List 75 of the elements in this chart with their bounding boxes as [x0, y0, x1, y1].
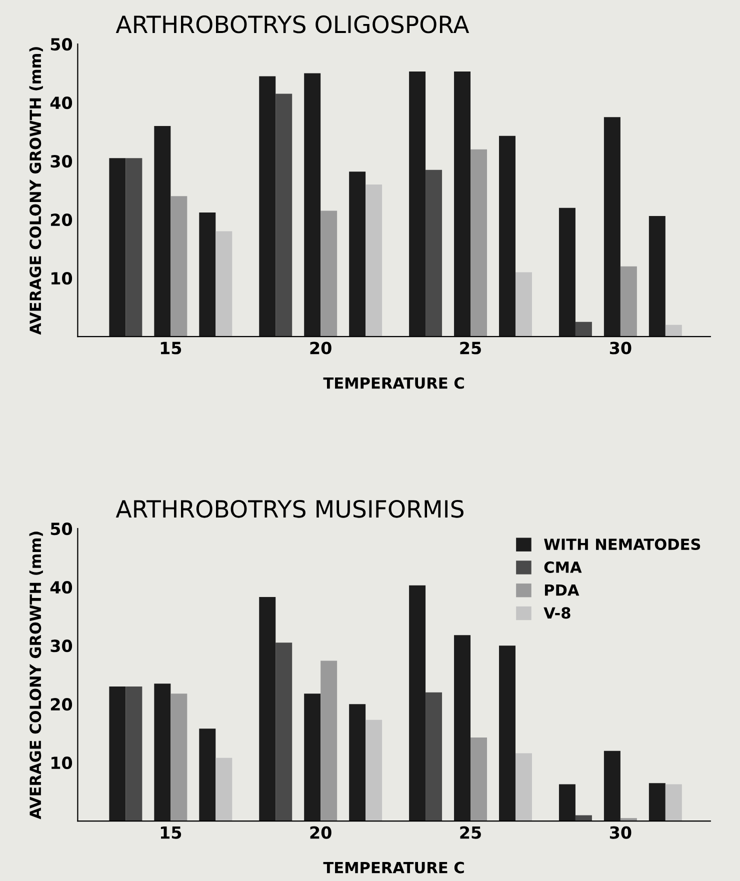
y-tick-label: 10 — [52, 272, 72, 285]
bar — [154, 126, 171, 337]
bar — [276, 642, 292, 822]
y-tick-label: 40 — [50, 581, 72, 594]
bar — [170, 694, 188, 822]
legend-label: V-8 — [544, 607, 570, 619]
y-tick-label: 40 — [50, 96, 72, 110]
bar — [259, 597, 276, 822]
bar — [558, 208, 576, 337]
bar — [470, 149, 488, 337]
y-tick-label: 20 — [50, 698, 72, 711]
y-tick-label: 50 — [50, 38, 72, 51]
bar — [515, 753, 532, 822]
x-tick-label: 20 — [310, 342, 332, 354]
bar — [349, 172, 366, 337]
bar — [499, 646, 516, 822]
bar — [304, 73, 321, 337]
y-tick-label: 30 — [50, 640, 72, 652]
x-tick-label: 15 — [160, 342, 182, 354]
bar — [648, 783, 666, 822]
bar — [349, 704, 366, 822]
legend-label: WITH NEMATODES — [544, 538, 700, 550]
bar — [470, 737, 488, 822]
y-tick-label: 10 — [52, 756, 72, 770]
bar — [665, 324, 682, 337]
bar — [216, 231, 232, 337]
bar — [216, 758, 232, 822]
bar — [575, 815, 592, 822]
bar — [199, 212, 216, 337]
chart-title: ARTHROBOTRYS MUSIFORMIS — [116, 500, 464, 518]
y-tick-label: 50 — [50, 522, 72, 536]
bar — [154, 684, 171, 822]
x-tick-label: 30 — [610, 826, 632, 839]
y-tick-label: 20 — [50, 214, 72, 226]
bar — [170, 196, 188, 337]
legend-label: CMA — [544, 561, 582, 573]
legend-label: PDA — [544, 584, 580, 596]
chart-title: ARTHROBOTRYS OLIGOSPORA — [116, 15, 470, 34]
bar — [409, 585, 426, 822]
bar — [515, 272, 532, 337]
bar — [259, 76, 276, 337]
bar — [304, 694, 321, 822]
x-axis-title: TEMPERATURE C — [323, 862, 464, 874]
x-axis-title: TEMPERATURE C — [323, 377, 464, 389]
bar — [109, 686, 126, 822]
bar — [604, 750, 620, 822]
bar — [575, 322, 592, 337]
bar — [320, 210, 338, 337]
y-axis-title: AVERAGE COLONY GROWTH (mm) — [29, 532, 43, 820]
x-tick-label: 15 — [160, 826, 182, 839]
x-tick-label: 25 — [460, 826, 481, 839]
bar — [426, 170, 442, 337]
bar — [604, 117, 620, 337]
x-tick-label: 25 — [460, 342, 481, 354]
x-tick-label: 30 — [610, 342, 632, 354]
bar — [366, 720, 382, 822]
bar — [126, 686, 142, 822]
bar — [320, 660, 338, 822]
bar — [276, 94, 292, 337]
y-tick-label: 30 — [50, 155, 72, 168]
x-tick-label: 20 — [310, 826, 332, 839]
bar — [665, 784, 682, 822]
bar — [454, 635, 471, 822]
bar — [199, 728, 216, 822]
bar — [126, 158, 142, 337]
bar — [620, 266, 637, 337]
bar — [648, 216, 666, 337]
bar — [499, 136, 516, 337]
bar — [454, 72, 471, 337]
bar — [558, 784, 576, 822]
y-axis-title: AVERAGE COLONY GROWTH (mm) — [29, 47, 43, 335]
bar — [426, 692, 442, 822]
bar — [109, 158, 126, 337]
bar — [409, 72, 426, 337]
bar — [366, 184, 382, 337]
